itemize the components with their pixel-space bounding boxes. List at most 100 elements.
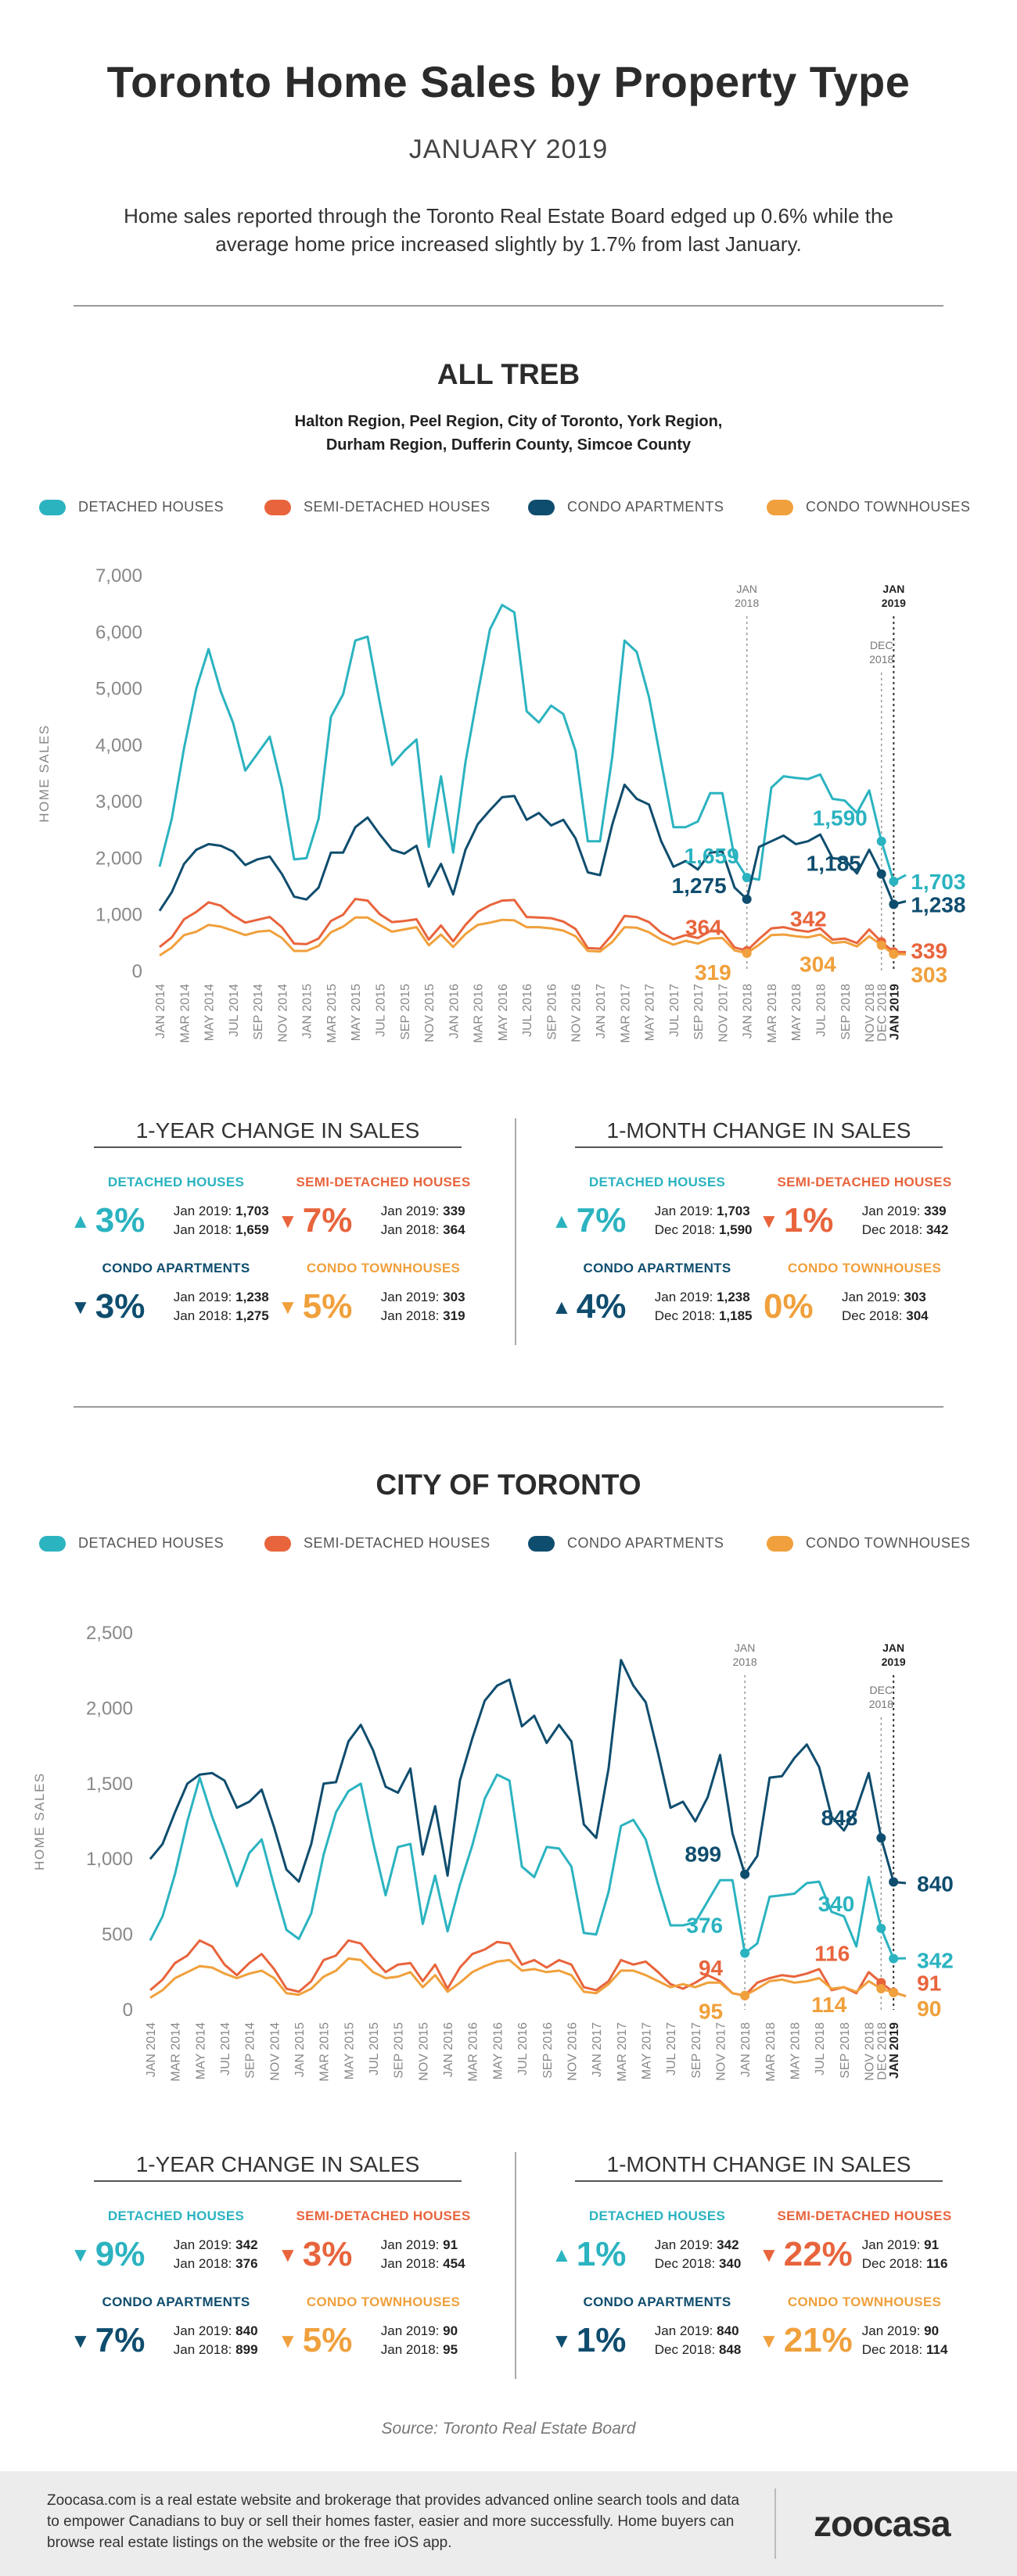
series-line-detached — [158, 604, 907, 883]
stat-row: ▲ 1% Jan 2019: 342 Dec 2018: 340 — [552, 2235, 763, 2274]
stat-line2-label: Jan 2018: — [173, 1308, 232, 1323]
stat-line1-label: Jan 2019: — [861, 1204, 921, 1218]
data-label-condo_town: 303 — [911, 963, 947, 987]
x-tick-label: NOV 2014 — [276, 984, 289, 1042]
stat-line2-label: Jan 2018: — [173, 2342, 232, 2357]
stat-percent: 7% — [95, 2321, 146, 2359]
stat-line1-value: 90 — [443, 2323, 458, 2338]
x-tick-label: MAY 2016 — [497, 984, 510, 1041]
legend-label: CONDO APARTMENTS — [567, 1535, 724, 1551]
series-line-condo_apt — [158, 784, 907, 912]
data-label-detached: 1,703 — [911, 870, 965, 894]
y-tick-label: 2,000 — [86, 1698, 133, 1719]
stat-values: Jan 2019: 1,703 Jan 2018: 1,659 — [174, 1202, 269, 1240]
y-tick-label: 1,000 — [86, 1849, 133, 1870]
marker-label: JAN — [882, 1641, 904, 1654]
stat-percent: 3% — [95, 1201, 146, 1240]
stat-values: Jan 2019: 840 Jan 2018: 899 — [174, 2322, 258, 2359]
summary-heading-text: 1-MONTH CHANGE IN SALES — [606, 1118, 911, 1143]
legend-item-detached: DETACHED HOUSES — [39, 499, 224, 515]
data-point-condo_apt — [742, 894, 752, 904]
stat-line2-value: 304 — [906, 1308, 929, 1323]
stat-values: Jan 2019: 339 Dec 2018: 342 — [862, 1202, 949, 1240]
data-label-condo_town: 114 — [811, 1993, 847, 2017]
stat-line1-label: Jan 2019: — [654, 1204, 713, 1218]
series-line-condo_apt — [149, 1659, 907, 1885]
stat-line1-value: 1,238 — [717, 1290, 750, 1304]
stat-label: CONDO TOWNHOUSES — [787, 1261, 942, 1275]
stat-line2-value: 1,275 — [235, 1308, 269, 1323]
stat-line1-value: 1,703 — [717, 1204, 750, 1218]
x-tick-label: JUL 2018 — [814, 2022, 827, 2076]
x-tick-label: JAN 2019 — [888, 984, 901, 1040]
y-tick-label: 6,000 — [95, 622, 142, 643]
stat-values: Jan 2019: 303 Dec 2018: 304 — [842, 1288, 929, 1326]
footer: Zoocasa.com is a real estate website and… — [0, 2471, 1017, 2576]
data-label-condo_apt: 848 — [821, 1806, 858, 1830]
data-label-condo_town: 90 — [917, 1997, 941, 2021]
stat-row: ▼ 7% Jan 2019: 840 Jan 2018: 899 — [70, 2321, 282, 2360]
stat-card-detached: DETACHED HOUSES ▼ 9% Jan 2019: 342 Jan 2018:… — [70, 2208, 282, 2274]
x-tick-label: MAR 2018 — [766, 984, 779, 1043]
stat-line2-value: 114 — [925, 2342, 948, 2357]
stat-percent: 1% — [783, 1201, 834, 1240]
marker-label: JAN — [736, 583, 756, 595]
data-point-detached — [876, 836, 886, 846]
stat-line2-label: Jan 2018: — [173, 2256, 232, 2271]
stat-values: Jan 2019: 339 Jan 2018: 364 — [381, 1202, 465, 1240]
stat-row: ▼ 3% Jan 2019: 91 Jan 2018: 454 — [278, 2235, 489, 2274]
x-tick-label: MAY 2015 — [350, 984, 363, 1041]
legend-label: DETACHED HOUSES — [78, 499, 225, 515]
y-tick-label: 2,500 — [86, 1623, 133, 1644]
stat-line2-label: Dec 2018: — [654, 1222, 716, 1237]
data-label-semi: 91 — [917, 1971, 941, 1996]
x-tick-label: MAY 2018 — [789, 2022, 802, 2079]
y-tick-label: 0 — [132, 961, 142, 982]
marker-label: 2018 — [733, 1656, 757, 1668]
stat-card-condo_town: CONDO TOWNHOUSES ▼ 5% Jan 2019: 90 Jan 2018:… — [278, 2294, 489, 2360]
stat-line2-value: 1,185 — [718, 1308, 753, 1323]
stat-percent: 3% — [302, 2235, 353, 2273]
x-tick-label: MAR 2014 — [178, 984, 192, 1043]
summary-toronto: 1-YEAR CHANGE IN SALES DETACHED HOUSES ▼ 9%… — [0, 2152, 1017, 2387]
stat-line1-label: Jan 2019: — [861, 2237, 921, 2252]
stat-line1-value: 339 — [443, 1204, 465, 1218]
x-tick-label: JAN 2015 — [301, 984, 314, 1039]
arrow-up-icon: ▲ — [552, 2242, 572, 2266]
data-label-semi: 116 — [814, 1941, 850, 1965]
stat-line2-label: Dec 2018: — [654, 2342, 716, 2357]
stat-row: ▼ 3% Jan 2019: 1,238 Jan 2018: 1,275 — [70, 1287, 282, 1326]
arrow-down-icon: ▼ — [70, 1294, 91, 1318]
x-tick-label: JUL 2015 — [375, 984, 388, 1037]
zoocasa-logo[interactable]: zoocasa — [814, 2503, 951, 2544]
summary-heading-underline — [94, 2180, 462, 2182]
x-tick-label: NOV 2016 — [570, 984, 584, 1042]
summary-heading-text: 1-YEAR CHANGE IN SALES — [135, 2152, 420, 2176]
stat-card-condo_apt: CONDO APARTMENTS ▼ 3% Jan 2019: 1,238 Jan 20… — [70, 1261, 282, 1326]
stat-line2-label: Dec 2018: — [861, 2342, 923, 2357]
y-tick-label: 0 — [123, 2000, 133, 2021]
data-label-condo_apt: 1,185 — [807, 852, 861, 876]
stat-values: Jan 2019: 1,238 Jan 2018: 1,275 — [174, 1288, 269, 1326]
x-tick-label: JUL 2014 — [228, 984, 241, 1037]
stat-line2-label: Jan 2018: — [380, 1222, 440, 1237]
stat-line1-label: Jan 2019: — [654, 1290, 713, 1304]
summary-heading-month: 1-MONTH CHANGE IN SALES — [575, 1118, 943, 1148]
stat-line2-label: Dec 2018: — [654, 2256, 716, 2271]
legend-item-condo-town: CONDO TOWNHOUSES — [767, 499, 970, 515]
summary-heading-text: 1-MONTH CHANGE IN SALES — [606, 2152, 911, 2176]
data-point-condo_town — [876, 1984, 886, 1994]
stat-card-condo_town: CONDO TOWNHOUSES ▼ 5% Jan 2019: 303 Jan 2018… — [278, 1261, 489, 1326]
x-tick-label: JAN 2016 — [442, 2022, 455, 2077]
data-point-condo_apt — [740, 1869, 750, 1879]
summary-divider — [515, 2152, 516, 2379]
stat-row: ▲ 3% Jan 2019: 1,703 Jan 2018: 1,659 — [70, 1201, 282, 1240]
x-tick-label: JAN 2018 — [739, 2022, 753, 2077]
data-label-condo_apt: 1,275 — [672, 874, 727, 898]
legend-item-condo-apt: CONDO APARTMENTS — [528, 499, 724, 515]
x-tick-label: MAR 2015 — [325, 984, 339, 1043]
marker-label: DEC — [870, 639, 893, 651]
stat-card-detached: DETACHED HOUSES ▲ 7% Jan 2019: 1,703 Dec 201… — [552, 1175, 763, 1240]
stat-card-semi: SEMI-DETACHED HOUSES ▼ 3% Jan 2019: 91 Jan 2… — [278, 2208, 489, 2274]
legend-swatch — [767, 1535, 793, 1552]
